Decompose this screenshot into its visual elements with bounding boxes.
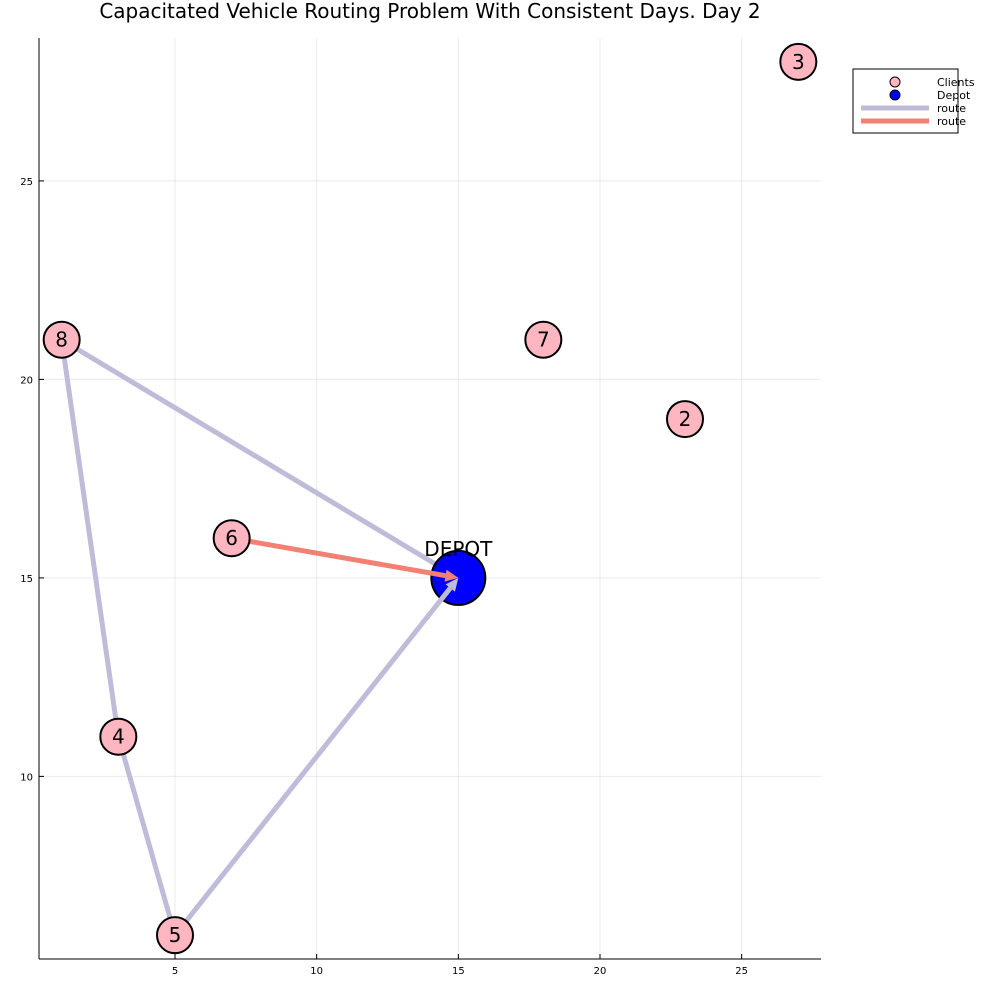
x-tick-label: 25: [735, 966, 748, 977]
client-marker-6: [212, 519, 251, 558]
route-line-over-depot: [428, 570, 446, 579]
client-label-2: 2: [679, 407, 692, 431]
x-tick-label: 20: [594, 966, 607, 977]
y-tick-label: 20: [20, 375, 33, 386]
client-label-4: 4: [112, 725, 125, 749]
legend-label: route: [937, 115, 966, 128]
route-line-over-depot: [437, 586, 453, 603]
x-tick-label: 5: [172, 966, 178, 977]
client-marker-8: [42, 320, 81, 359]
client-label-8: 8: [55, 328, 68, 352]
x-tick-label: 15: [452, 966, 465, 977]
route-line-2: [229, 535, 461, 581]
chart-title: Capacitated Vehicle Routing Problem With…: [99, 0, 760, 23]
client-label-7: 7: [537, 328, 550, 352]
client-marker-4: [99, 717, 138, 756]
y-tick-label: 25: [20, 177, 33, 188]
routes: [59, 337, 461, 938]
x-tick-label: 10: [310, 966, 323, 977]
route-arrowhead-over-depot: [445, 577, 459, 592]
y-tick-label: 10: [20, 772, 33, 783]
legend-marker: [889, 89, 901, 101]
legend-label: Clients: [937, 76, 975, 89]
legend-label: route: [937, 102, 966, 115]
legend-label: Depot: [937, 89, 971, 102]
client-label-6: 6: [225, 526, 238, 550]
grid-lines: [39, 38, 821, 959]
client-marker-3: [779, 42, 818, 81]
client-marker-5: [156, 916, 194, 955]
client-label-3: 3: [792, 50, 805, 74]
markers: DEPOT 2 3 4 5 6 7 8: [42, 42, 818, 955]
client-marker-7: [524, 320, 563, 359]
route-line-1: [59, 337, 461, 938]
client-marker-2: [666, 400, 704, 439]
legend-marker: [889, 76, 901, 88]
y-tick-label: 15: [20, 574, 33, 585]
depot-label: DEPOT: [424, 537, 493, 561]
route-arrowhead-over-depot: [444, 569, 459, 582]
client-label-5: 5: [169, 923, 182, 947]
